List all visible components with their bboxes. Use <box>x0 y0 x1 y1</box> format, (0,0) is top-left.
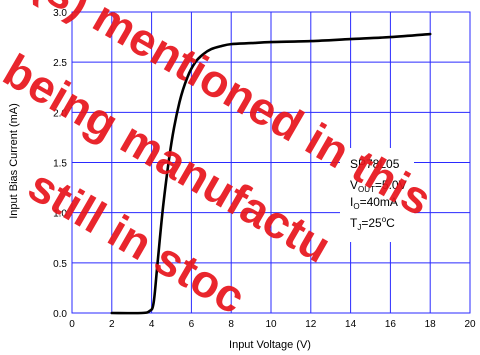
annotation: SP78L05 VOUT=5.0V IO=40mA TJ=25oC <box>340 148 414 242</box>
x-tick-label: 16 <box>385 319 397 330</box>
series-line <box>110 32 432 315</box>
y-tick-label: 2.5 <box>53 58 67 69</box>
x-tick-label: 14 <box>345 319 357 330</box>
y-tick-label: 0.0 <box>53 309 67 320</box>
x-tick-label: 10 <box>265 319 277 330</box>
y-tick-label: 1.0 <box>53 209 67 220</box>
plot-frame <box>71 11 471 314</box>
x-tick-label: 0 <box>69 319 75 330</box>
vout-label: VOUT=5.0V <box>350 178 407 194</box>
y-axis-title: Input Bias Current (mA) <box>8 103 20 219</box>
y-tick-label: 0.5 <box>53 259 67 270</box>
x-tick-label: 6 <box>189 319 195 330</box>
x-axis-title: Input Voltage (V) <box>229 339 311 351</box>
y-tick-label: 1.5 <box>53 159 67 170</box>
annotation-box <box>340 148 414 242</box>
x-tick-label: 12 <box>305 319 317 330</box>
x-tick-label: 4 <box>149 319 155 330</box>
device-label: SP78L05 <box>350 157 400 171</box>
y-tick-label: 3.0 <box>53 8 67 19</box>
series <box>110 32 432 315</box>
tj-label: TJ=25oC <box>350 215 395 232</box>
x-tick-label: 18 <box>425 319 437 330</box>
x-tick-label: 8 <box>228 319 234 330</box>
plot-border <box>71 11 471 314</box>
io-label: IO=40mA <box>350 195 398 211</box>
y-tick-label: 2.0 <box>53 108 67 119</box>
x-tick-label: 2 <box>109 319 115 330</box>
x-tick-labels: 0 2 4 6 8 10 12 14 16 18 20 <box>69 319 476 330</box>
x-tick-label: 20 <box>464 319 476 330</box>
y-tick-labels: 0.0 0.5 1.0 1.5 2.0 2.5 3.0 <box>53 8 67 320</box>
